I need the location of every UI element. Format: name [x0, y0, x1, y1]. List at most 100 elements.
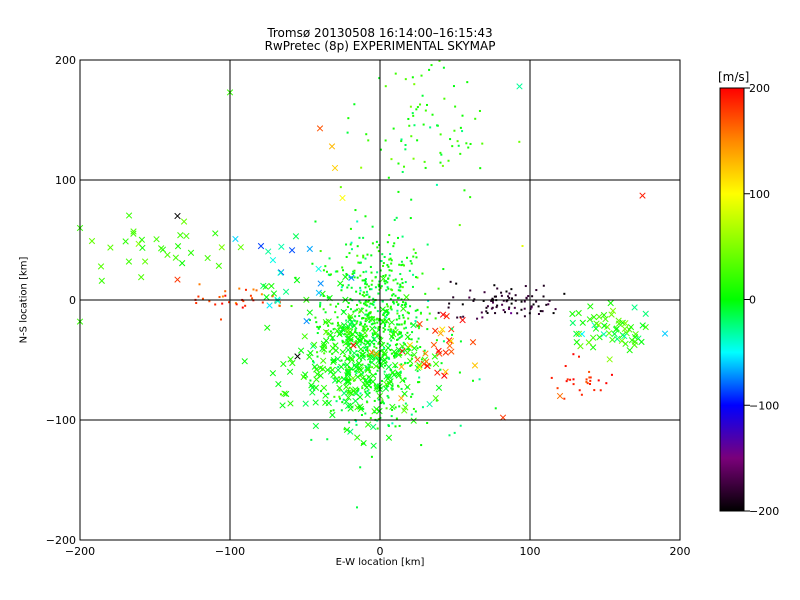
- cross-marker: [626, 347, 633, 354]
- dot-marker: [356, 320, 359, 323]
- cross-marker: [344, 402, 352, 410]
- dot-marker: [437, 287, 440, 290]
- dot-marker: [319, 301, 322, 304]
- dot-marker: [392, 127, 395, 130]
- cross-marker: [400, 305, 407, 312]
- cross-marker: [342, 273, 349, 281]
- cross-marker: [281, 390, 288, 397]
- cross-marker: [411, 345, 418, 352]
- dot-marker: [518, 140, 521, 143]
- colorbar-tick-label: −200: [749, 505, 779, 518]
- dot-marker: [356, 276, 359, 279]
- dot-marker: [377, 398, 380, 401]
- dot-marker: [368, 288, 371, 291]
- dot-marker: [398, 336, 401, 339]
- dot-marker: [429, 126, 432, 129]
- dot-marker: [356, 220, 359, 223]
- dot-marker: [351, 273, 354, 276]
- dot-marker: [439, 151, 442, 154]
- y-tick-label: 0: [69, 294, 76, 307]
- dot-marker: [443, 97, 446, 100]
- dot-marker: [399, 283, 402, 286]
- dot-marker: [198, 283, 201, 286]
- dot-marker: [362, 302, 365, 305]
- dot-marker: [341, 266, 344, 269]
- dot-marker: [355, 372, 358, 375]
- dot-marker: [409, 217, 412, 220]
- dot-marker: [529, 307, 532, 310]
- dot-marker: [244, 304, 247, 307]
- cross-marker: [180, 218, 188, 225]
- dot-marker: [378, 288, 381, 291]
- dot-marker: [355, 420, 358, 423]
- cross-marker: [344, 361, 351, 369]
- dot-marker: [364, 278, 367, 281]
- dot-marker: [468, 296, 471, 299]
- dot-marker: [383, 325, 386, 328]
- dot-marker: [364, 300, 367, 303]
- dot-marker: [385, 309, 388, 312]
- dot-marker: [369, 417, 372, 420]
- dot-marker: [412, 407, 415, 410]
- dot-marker: [224, 294, 227, 297]
- dot-marker: [361, 335, 364, 338]
- cross-marker: [312, 399, 319, 406]
- dot-marker: [377, 283, 380, 286]
- cross-marker: [330, 358, 337, 366]
- dot-marker: [371, 242, 374, 245]
- dot-marker: [389, 298, 392, 301]
- cross-marker: [370, 442, 377, 449]
- dot-marker: [346, 377, 349, 380]
- dot-marker: [399, 273, 402, 276]
- dot-marker: [451, 145, 454, 148]
- dot-marker: [386, 305, 389, 308]
- cross-marker: [319, 290, 326, 297]
- dot-marker: [346, 305, 349, 308]
- dot-marker: [479, 167, 482, 170]
- dot-marker: [384, 139, 387, 142]
- dot-marker: [580, 393, 583, 396]
- dot-marker: [411, 393, 414, 396]
- cross-marker: [622, 320, 629, 327]
- cross-marker: [392, 328, 399, 336]
- dot-marker: [552, 312, 555, 315]
- dot-marker: [208, 300, 211, 303]
- cross-marker: [339, 348, 346, 356]
- colorbar-tick-label: 0: [749, 294, 756, 307]
- dot-marker: [465, 142, 468, 145]
- dot-marker: [362, 256, 365, 259]
- cross-marker: [447, 337, 455, 345]
- dot-marker: [370, 288, 373, 291]
- cross-marker: [329, 334, 336, 342]
- colorbar-tick-labels: 200 100 0 −100 −200: [744, 82, 779, 518]
- dot-marker: [516, 312, 519, 315]
- cross-marker: [388, 333, 396, 340]
- dot-marker: [197, 295, 200, 298]
- dot-marker: [376, 246, 379, 249]
- cross-marker: [615, 320, 623, 327]
- dot-marker: [426, 306, 429, 309]
- dot-marker: [520, 308, 523, 311]
- dot-marker: [404, 144, 407, 147]
- dot-marker: [407, 312, 410, 315]
- dot-marker: [388, 269, 391, 272]
- dot-marker: [380, 401, 383, 404]
- dot-marker: [343, 363, 346, 366]
- cross-marker: [279, 402, 286, 409]
- cross-marker: [361, 380, 368, 388]
- cross-marker: [406, 342, 414, 349]
- cross-marker: [627, 323, 635, 331]
- cross-marker: [320, 340, 328, 347]
- dot-marker: [357, 261, 360, 264]
- dot-marker: [384, 274, 387, 277]
- dot-marker: [381, 319, 384, 322]
- dot-marker: [397, 162, 400, 165]
- dot-marker: [387, 356, 390, 359]
- dot-marker: [400, 323, 403, 326]
- dot-marker: [416, 139, 419, 142]
- dot-marker: [358, 300, 361, 303]
- x-tick-labels: −200 −100 0 100 200: [65, 534, 691, 558]
- dot-marker: [349, 243, 352, 246]
- dot-marker: [426, 318, 429, 321]
